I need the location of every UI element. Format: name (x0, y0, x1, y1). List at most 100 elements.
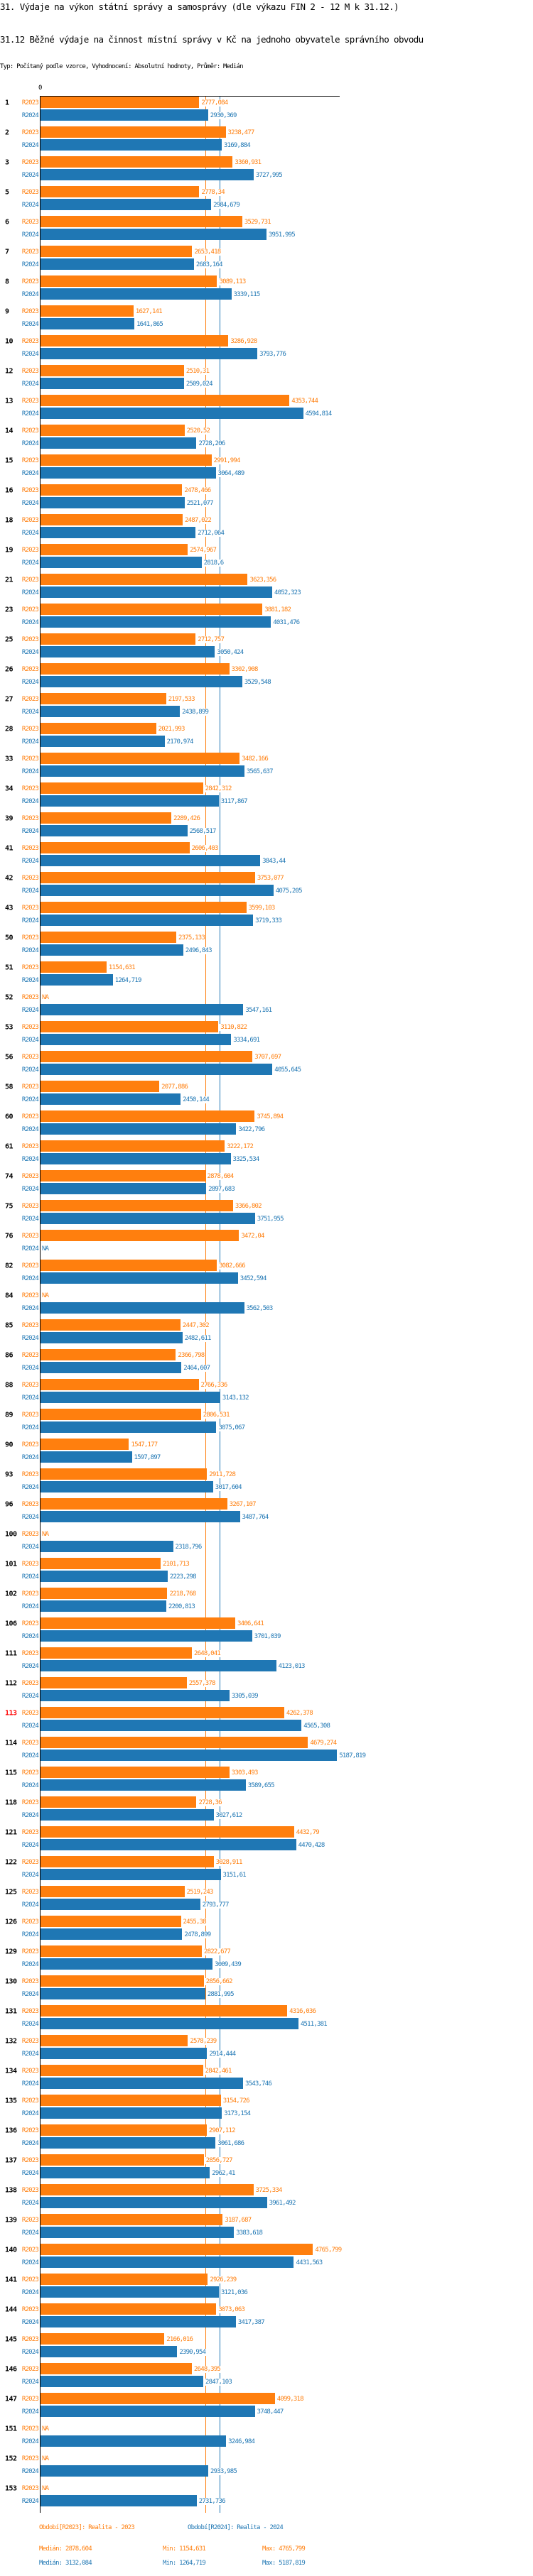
bar-r2023 (41, 1796, 197, 1808)
bar-r2024 (41, 736, 165, 747)
bar-r2023 (41, 663, 230, 675)
bar-r2024 (41, 1392, 220, 1403)
series-label-r2024: R2024 (21, 1603, 39, 1610)
bar-r2023 (41, 1886, 185, 1897)
value-label-r2024: 3117,867 (220, 798, 248, 805)
series-label-r2024: R2024 (21, 112, 39, 119)
value-label-r2024: 1264,719 (114, 977, 142, 984)
value-label-r2024: 3143,132 (221, 1395, 249, 1402)
series-label-r2024: R2024 (21, 1186, 39, 1193)
value-label-r2023: 2778,34 (200, 189, 225, 196)
bar-r2024 (41, 1928, 183, 1940)
series-label-r2023: R2023 (21, 1143, 39, 1150)
bar-r2023 (41, 2303, 217, 2315)
series-label-r2024: R2024 (21, 589, 39, 596)
bar-r2024 (41, 497, 185, 508)
value-label-r2024: 3951,995 (267, 231, 296, 239)
category-label: 153 (5, 2484, 17, 2493)
series-label-r2024: R2024 (21, 1991, 39, 1998)
category-label: 5 (5, 188, 9, 197)
value-label-r2024: 3547,161 (244, 1007, 273, 1014)
bar-r2023 (41, 1349, 176, 1360)
value-label-r2023: 2907,112 (208, 2127, 236, 2134)
bar-r2024 (41, 2286, 220, 2298)
bar-r2023 (41, 812, 172, 824)
category-label: 113 (5, 1709, 17, 1718)
series-label-r2023: R2023 (21, 1441, 39, 1448)
series-label-r2023: R2023 (21, 398, 39, 405)
bar-r2023 (41, 842, 190, 853)
category-label: 144 (5, 2305, 17, 2314)
series-label-r2023: R2023 (21, 1054, 39, 1061)
series-label-r2024: R2024 (21, 1782, 39, 1789)
series-label-r2024: R2024 (21, 202, 39, 209)
series-label-r2023: R2023 (21, 2038, 39, 2045)
series-label-r2024: R2024 (21, 2230, 39, 2237)
bar-r2024 (41, 1899, 200, 1910)
category-label: 28 (5, 725, 14, 733)
value-label-r2023: 2455,38 (182, 1919, 207, 1926)
series-label-r2023: R2023 (21, 278, 39, 285)
value-label-r2023: 3599,103 (247, 905, 276, 912)
category-label: 101 (5, 1560, 17, 1568)
category-label: 15 (5, 457, 14, 465)
value-label-r2024: 2793,777 (201, 1901, 230, 1909)
series-label-r2023: R2023 (21, 1889, 39, 1896)
series-label-r2024: R2024 (21, 709, 39, 716)
value-label-r2023: 4353,744 (291, 398, 319, 405)
bar-r2024 (41, 2435, 227, 2447)
min-2024: Min: 1264,719 (163, 2560, 206, 2567)
category-label: 131 (5, 2007, 17, 2016)
series-label-r2023: R2023 (21, 1590, 39, 1598)
bar-r2023 (41, 693, 166, 704)
series-label-r2023: R2023 (21, 1203, 39, 1210)
series-label-r2023: R2023 (21, 577, 39, 584)
value-label-r2023: 3303,493 (230, 1769, 259, 1777)
bar-r2023 (41, 2005, 288, 2016)
category-label: 23 (5, 606, 14, 614)
category-label: 138 (5, 2186, 17, 2195)
value-label-r2024: 3751,955 (256, 1216, 284, 1223)
value-label-r2023: 3154,726 (222, 2097, 250, 2105)
value-label-r2023: 2991,994 (212, 457, 241, 464)
series-label-r2024: R2024 (21, 1663, 39, 1670)
bar-r2023 (41, 216, 242, 227)
bar-r2024 (41, 2376, 204, 2387)
value-label-r2024: 2450,144 (182, 1096, 210, 1103)
bar-r2023 (41, 246, 193, 257)
series-label-r2024: R2024 (21, 1693, 39, 1700)
value-label-r2024: 4431,563 (295, 2259, 323, 2266)
series-label-r2024: R2024 (21, 1305, 39, 1312)
series-label-r2023: R2023 (21, 1740, 39, 1747)
category-label: 93 (5, 1470, 14, 1479)
bar-r2024 (41, 1988, 205, 1999)
series-label-r2024: R2024 (21, 2140, 39, 2147)
series-label-r2023: R2023 (21, 1948, 39, 1955)
value-label-r2024: 3422,796 (237, 1126, 266, 1133)
series-label-r2023: R2023 (21, 2276, 39, 2283)
category-label: 152 (5, 2455, 17, 2463)
value-label-r2024: 3050,424 (216, 649, 244, 656)
na-label: NA (41, 1245, 50, 1252)
value-label-r2024: 3701,039 (253, 1633, 281, 1640)
series-label-r2023: R2023 (21, 1919, 39, 1926)
value-label-r2024: 2712,064 (197, 530, 225, 537)
value-label-r2023: 2766,336 (200, 1382, 228, 1389)
category-label: 137 (5, 2156, 17, 2165)
series-label-r2024: R2024 (21, 798, 39, 805)
bar-r2023 (41, 275, 217, 287)
value-label-r2023: 3725,334 (254, 2187, 283, 2194)
category-label: 60 (5, 1113, 14, 1121)
series-label-r2024: R2024 (21, 828, 39, 835)
value-label-r2023: 3082,666 (217, 1262, 246, 1270)
series-label-r2024: R2024 (21, 977, 39, 984)
bar-r2023 (41, 2154, 204, 2166)
bar-r2023 (41, 2035, 188, 2046)
series-label-r2023: R2023 (21, 249, 39, 256)
bar-r2024 (41, 2406, 255, 2417)
bar-r2024 (41, 795, 219, 807)
bar-r2024 (41, 1123, 237, 1135)
series-label-r2024: R2024 (21, 1216, 39, 1223)
series-label-r2023: R2023 (21, 1769, 39, 1777)
value-label-r2023: 2653,418 (193, 249, 222, 256)
